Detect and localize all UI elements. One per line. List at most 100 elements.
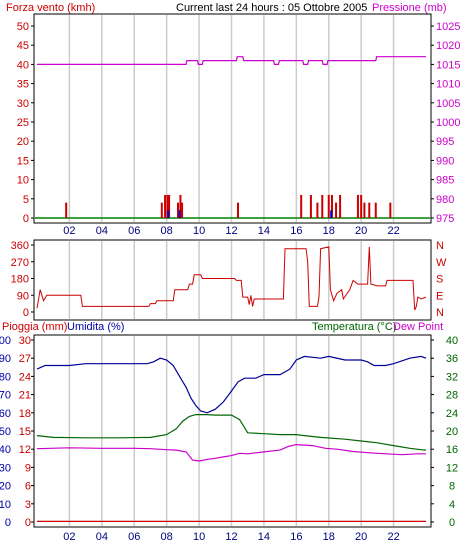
wind-axis-tick: 15 xyxy=(17,155,29,167)
pressure-axis-tick: 1005 xyxy=(436,98,460,110)
x-axis-tick: 18 xyxy=(323,531,335,543)
wind-bar xyxy=(309,194,312,218)
x-axis-tick: 02 xyxy=(63,225,75,237)
wind-bar xyxy=(179,194,182,218)
temperature-axis-tick: 32 xyxy=(446,371,458,383)
pressure-axis-tick: 1015 xyxy=(436,59,460,71)
compass-axis-tick: N xyxy=(436,240,444,252)
temperature-axis-tick: 0 xyxy=(449,517,455,529)
direction-axis-tick: 0 xyxy=(23,307,29,319)
pressure-axis-tick: 1025 xyxy=(436,21,460,33)
wind-axis-tick: 40 xyxy=(17,59,29,71)
pressure-axis-title: Pressione (mb) xyxy=(372,2,447,14)
x-axis-tick: 08 xyxy=(161,225,173,237)
humidity-axis-tick: 90 xyxy=(0,353,11,365)
humidity-axis-tick: 100 xyxy=(0,335,11,347)
pressure-axis-tick: 1010 xyxy=(436,79,460,91)
wind-bar xyxy=(164,194,167,218)
rain-axis-tick: 30 xyxy=(19,335,31,347)
pressure-axis-tick: 980 xyxy=(436,194,454,206)
wind-axis-tick: 5 xyxy=(23,194,29,206)
wind-direction-panel xyxy=(33,239,432,321)
temperature-axis-title: Temperatura (°C) xyxy=(312,321,396,333)
wind-axis-tick: 0 xyxy=(23,213,29,225)
temperature-axis-tick: 20 xyxy=(446,426,458,438)
x-axis-tick: 22 xyxy=(387,531,399,543)
wind-bar xyxy=(168,194,171,218)
humidity-axis-tick: 50 xyxy=(0,426,11,438)
wind-bar xyxy=(330,194,333,218)
wind-axis-tick: 30 xyxy=(17,98,29,110)
wind-axis-tick: 25 xyxy=(17,117,29,129)
rain-axis-tick: 9 xyxy=(25,462,31,474)
wind-bar xyxy=(236,202,239,218)
x-axis-tick: 08 xyxy=(161,531,173,543)
wind-bar xyxy=(166,194,169,218)
compass-axis-tick: E xyxy=(436,290,443,302)
wind-bar xyxy=(160,202,163,218)
wind-bar xyxy=(177,202,180,218)
pressure-axis-tick: 975 xyxy=(436,213,454,225)
rain-axis-tick: 27 xyxy=(19,353,31,365)
pressure-axis-tick: 995 xyxy=(436,136,454,148)
rain-axis-title: Pioggia (mm) xyxy=(2,321,67,333)
wind-pressure-panel xyxy=(33,13,432,224)
wind-bar xyxy=(335,202,338,218)
pressure-axis-tick: 1020 xyxy=(436,40,460,52)
wind-axis-tick: 10 xyxy=(17,175,29,187)
wind-axis-tick: 20 xyxy=(17,136,29,148)
x-axis-tick: 14 xyxy=(258,531,270,543)
wind-bar xyxy=(360,194,363,218)
wind-bar xyxy=(356,194,359,218)
humidity-axis-tick: 10 xyxy=(0,499,11,511)
temperature-axis-tick: 36 xyxy=(446,353,458,365)
wind-axis-title: Forza vento (kmh) xyxy=(6,2,95,14)
compass-axis-tick: S xyxy=(436,274,443,286)
wind-bar xyxy=(368,202,371,218)
rain-axis-tick: 18 xyxy=(19,408,31,420)
pressure-axis-tick: 1000 xyxy=(436,117,460,129)
wind-axis-tick: 35 xyxy=(17,79,29,91)
x-axis-tick: 18 xyxy=(323,225,335,237)
x-axis-tick: 10 xyxy=(193,531,205,543)
humidity-axis-tick: 30 xyxy=(0,462,11,474)
temperature-axis-tick: 4 xyxy=(449,499,455,511)
rain-axis-tick: 3 xyxy=(25,499,31,511)
wind-bar xyxy=(363,202,366,218)
humidity-axis-tick: 20 xyxy=(0,481,11,493)
x-axis-tick: 12 xyxy=(225,225,237,237)
wind-bar xyxy=(389,202,392,218)
temperature-axis-tick: 24 xyxy=(446,408,458,420)
temperature-axis-tick: 28 xyxy=(446,390,458,402)
direction-axis-tick: 270 xyxy=(11,257,29,269)
rain-axis-tick: 21 xyxy=(19,390,31,402)
temperature-axis-tick: 8 xyxy=(449,481,455,493)
x-axis-tick: 10 xyxy=(193,225,205,237)
x-axis-tick: 12 xyxy=(225,531,237,543)
x-axis-tick: 16 xyxy=(290,531,302,543)
wind-axis-tick: 45 xyxy=(17,40,29,52)
pressure-axis-tick: 990 xyxy=(436,155,454,167)
wind-bar xyxy=(327,194,330,218)
temperature-axis-tick: 16 xyxy=(446,444,458,456)
humidity-axis-tick: 40 xyxy=(0,444,11,456)
wind-axis-tick: 50 xyxy=(17,21,29,33)
humidity-axis-tick: 60 xyxy=(0,408,11,420)
wind-bar xyxy=(374,202,377,218)
rain-axis-tick: 24 xyxy=(19,371,31,383)
compass-axis-tick: N xyxy=(436,307,444,319)
dewpoint-axis-title: Dew Point xyxy=(393,321,443,333)
rain-axis-tick: 12 xyxy=(19,444,31,456)
compass-axis-tick: W xyxy=(436,257,447,269)
wind-bar xyxy=(316,202,319,218)
wind-bar xyxy=(339,194,342,218)
rain-axis-tick: 6 xyxy=(25,481,31,493)
x-axis-tick: 02 xyxy=(63,531,75,543)
direction-axis-tick: 360 xyxy=(11,240,29,252)
pressure-line xyxy=(37,56,426,66)
pressure-axis-tick: 985 xyxy=(436,175,454,187)
wind-bar xyxy=(300,194,303,218)
x-axis-tick: 20 xyxy=(355,225,367,237)
